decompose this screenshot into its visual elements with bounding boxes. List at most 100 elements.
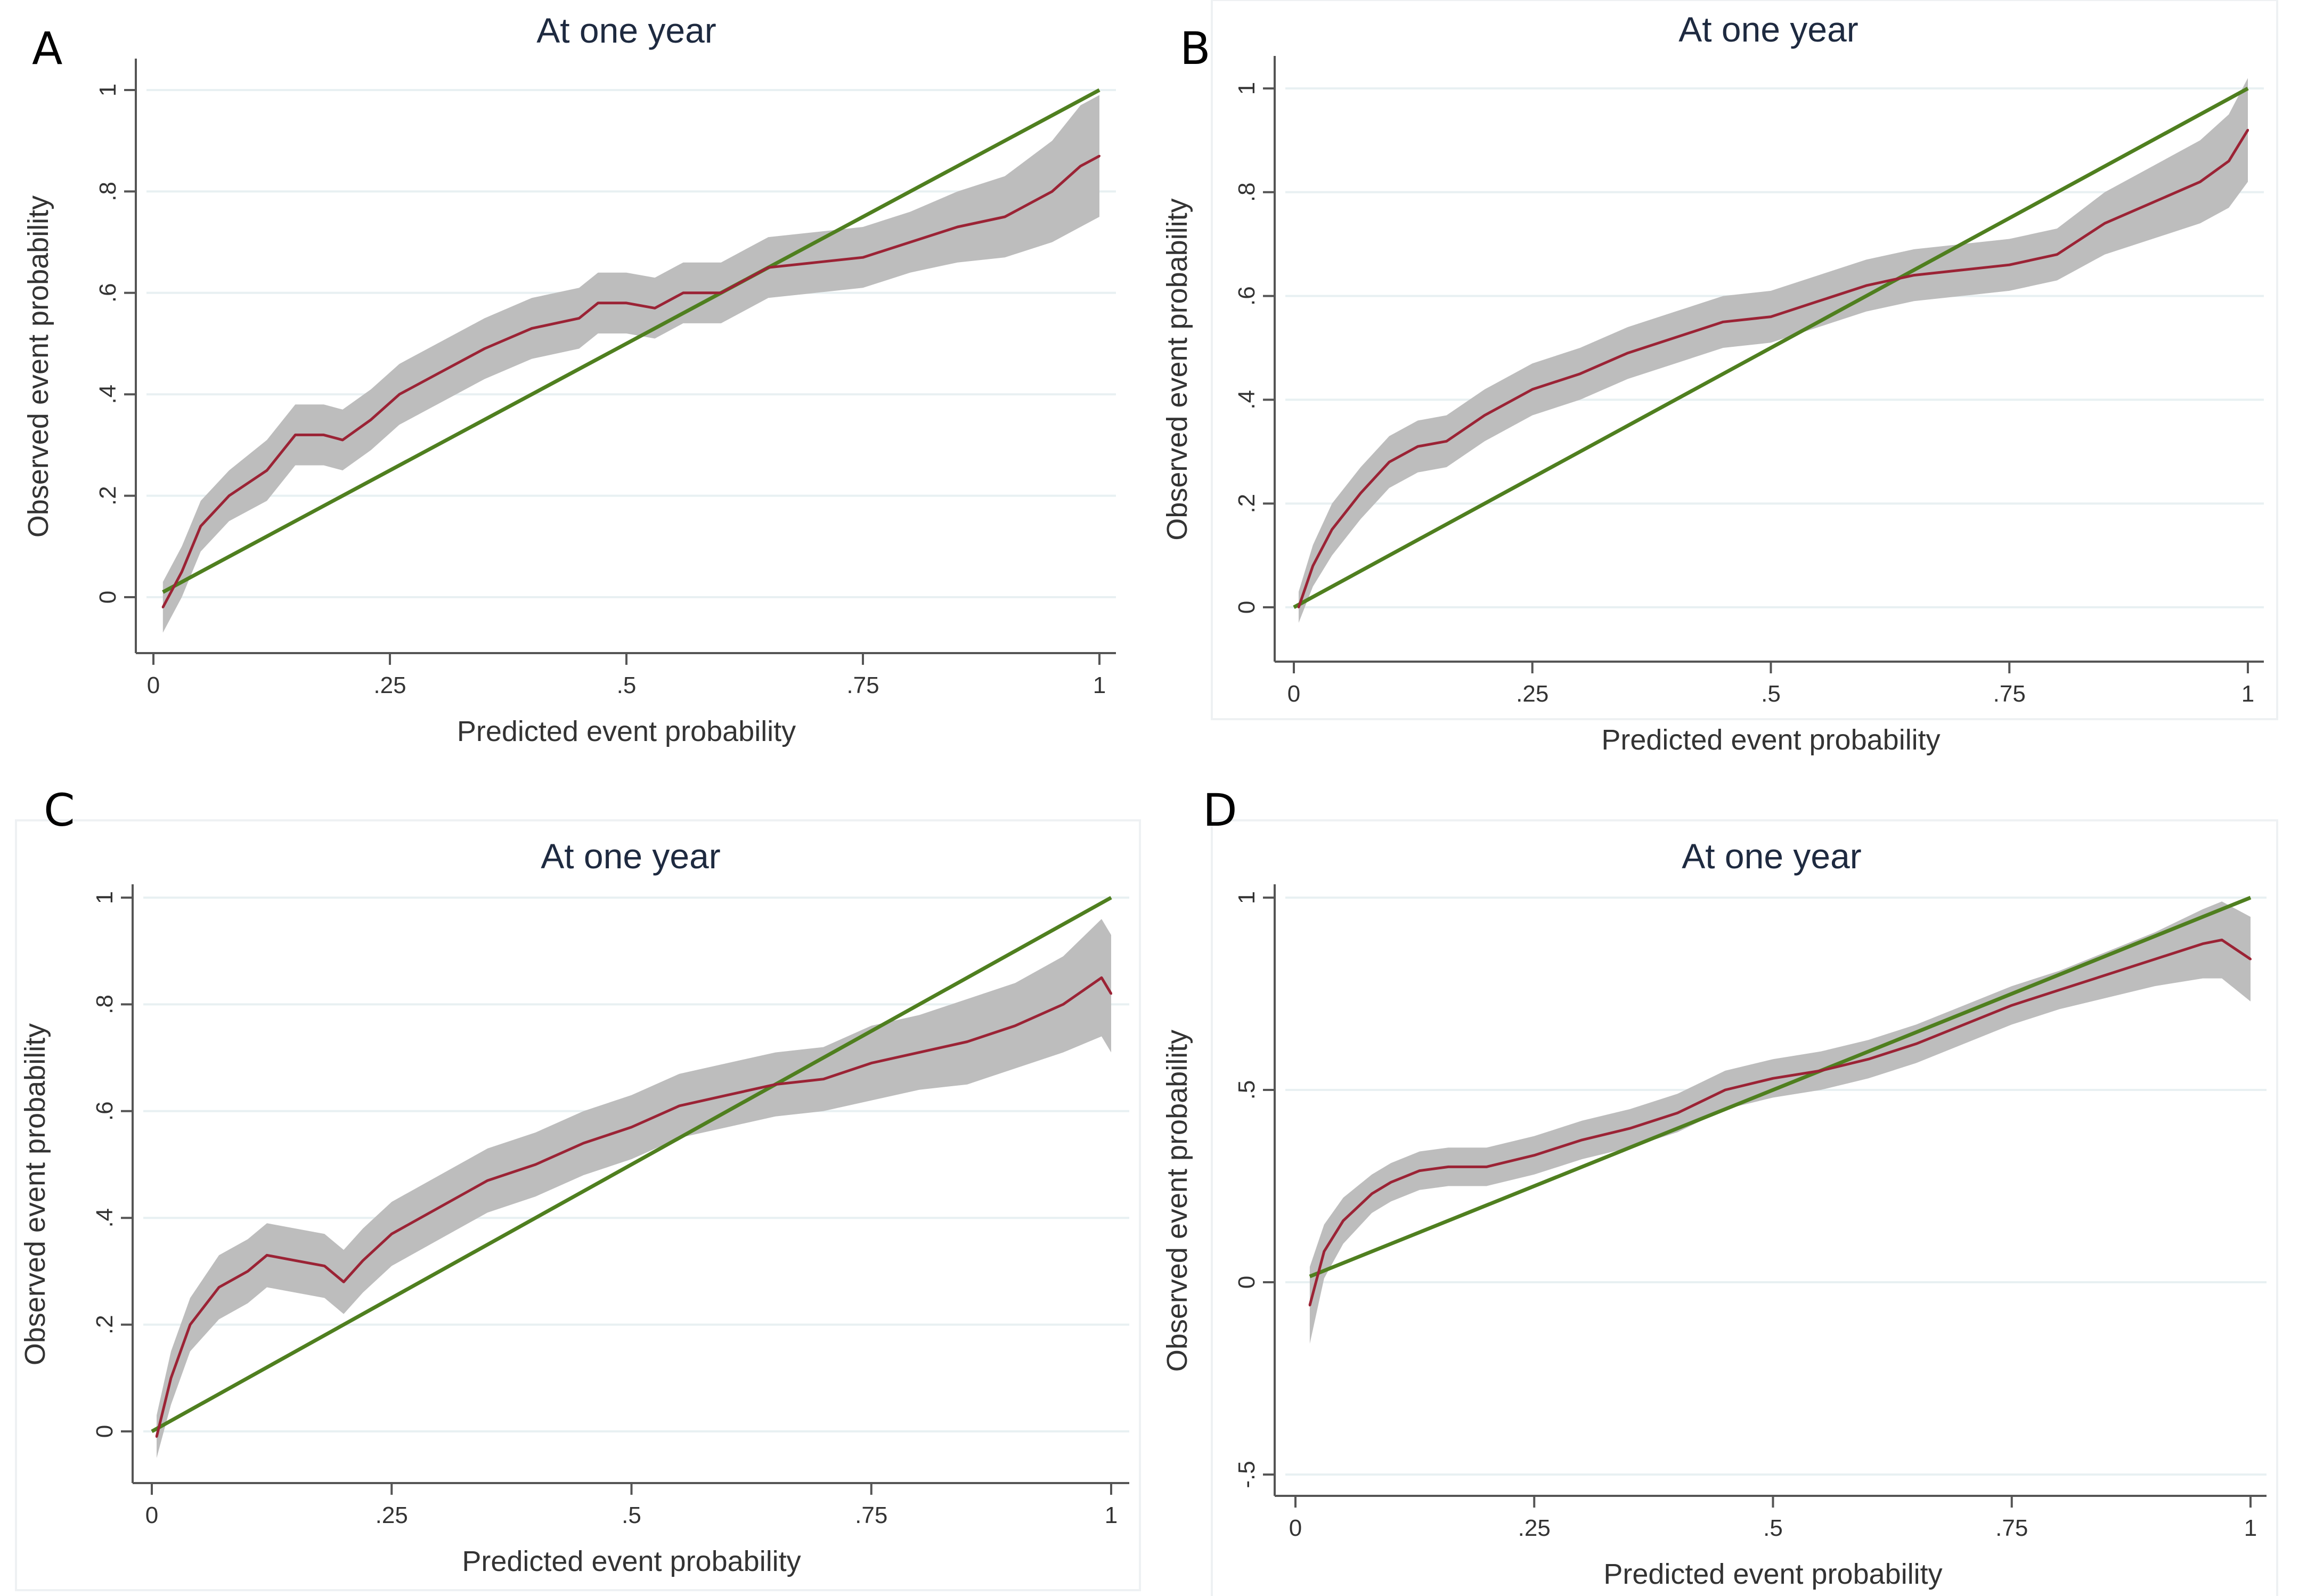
panel-a: A At one year 0 .2 .4 .6 .8 1 0 .25 .5 .75 1 Predicte…: [22, 11, 1116, 747]
data-point: [341, 438, 344, 441]
data-point: [814, 261, 817, 264]
reference-line: [1309, 895, 2252, 1279]
data-point: [2199, 181, 2202, 183]
data-point: [1371, 1192, 1373, 1195]
panel-border: [15, 819, 1141, 1591]
data-point: [398, 393, 401, 396]
data-point: [966, 1040, 968, 1043]
data-point: [774, 1083, 777, 1086]
data-point: [531, 327, 533, 330]
data-point: [2106, 973, 2109, 976]
x-tick-label: .25: [1516, 681, 1548, 707]
x-tick-label: .5: [1761, 681, 1781, 707]
x-tick-label: .75: [1995, 1515, 2028, 1541]
reference-line: [162, 88, 1100, 594]
data-point: [1004, 216, 1006, 218]
y-tick-label: 1: [92, 891, 118, 904]
data-point: [486, 1179, 489, 1182]
data-point: [726, 1094, 729, 1096]
data-point: [343, 1281, 345, 1283]
data-point: [1913, 274, 1915, 276]
x-tick-label: .75: [855, 1502, 887, 1528]
data-point: [1867, 1058, 1870, 1061]
data-point: [2202, 942, 2204, 945]
data-point: [2154, 958, 2156, 960]
panel-border: [1211, 819, 2278, 1596]
data-point: [909, 241, 911, 243]
data-point: [2249, 958, 2252, 960]
y-tick-label: -.5: [1234, 1461, 1260, 1488]
data-point: [1960, 268, 1963, 271]
y-tick-label: .4: [95, 385, 121, 404]
confidence-band: [1309, 901, 2251, 1344]
chart-title: At one year: [541, 836, 721, 876]
data-point: [294, 434, 297, 436]
data-point: [1772, 1077, 1774, 1080]
y-tick-label: 1: [95, 84, 121, 96]
y-tick-label: .8: [1234, 182, 1260, 202]
data-point: [1297, 606, 1300, 608]
data-point: [2056, 253, 2058, 256]
x-tick-label: 0: [1289, 1515, 1302, 1541]
panel-letter: A: [32, 22, 62, 75]
data-point: [1820, 1069, 1822, 1072]
y-axis-label: Observed event probability: [22, 196, 54, 538]
y-tick-label: 0: [1234, 1276, 1260, 1289]
x-axis-label: Predicted event probability: [462, 1545, 801, 1577]
observed-curve: [161, 154, 1100, 608]
data-point: [1098, 154, 1100, 157]
confidence-band: [1299, 78, 2248, 623]
panel-letter: B: [1180, 22, 1211, 75]
x-tick-label: .25: [1518, 1515, 1551, 1541]
y-tick-label: .8: [95, 182, 121, 201]
data-point: [1674, 336, 1677, 339]
data-point: [266, 469, 268, 471]
data-point: [1014, 1024, 1016, 1027]
data-point: [1628, 1127, 1631, 1130]
data-point: [247, 1270, 249, 1273]
data-point: [1100, 976, 1103, 979]
data-point: [1331, 528, 1333, 531]
y-tick-label: 0: [95, 591, 121, 604]
reference-line: [151, 895, 1112, 1434]
panel-d: D At one year -.5 0 .5 1 0 .25 .5 .75 1 Predicted e…: [1161, 784, 2278, 1596]
data-point: [1626, 352, 1629, 354]
data-point: [370, 418, 372, 421]
data-point: [199, 525, 202, 527]
data-point: [295, 1259, 297, 1262]
x-tick-label: 1: [1093, 672, 1106, 698]
data-point: [1416, 445, 1419, 448]
data-point: [266, 1254, 268, 1257]
data-point: [2104, 222, 2106, 225]
data-point: [1342, 1219, 1344, 1222]
panel-b: B At one year 0 .2 .4 .6 .8 1 0 .25 .5 .75 1 Predicte…: [1161, 0, 2278, 756]
data-point: [218, 1286, 221, 1289]
data-point: [682, 291, 684, 294]
data-point: [2058, 989, 2061, 991]
chart-title: At one year: [1678, 10, 1858, 49]
data-point: [2151, 201, 2154, 204]
y-tick-label: .2: [1234, 494, 1260, 514]
data-point: [161, 606, 164, 609]
y-axis-label: Observed event probability: [1161, 1030, 1193, 1372]
data-point: [1724, 1089, 1726, 1091]
y-axis-label: Observed event probability: [19, 1023, 51, 1365]
data-point: [1390, 1181, 1392, 1184]
data-point: [436, 373, 438, 376]
data-point: [483, 347, 486, 350]
data-point: [1445, 440, 1448, 443]
data-point: [156, 1436, 158, 1438]
data-point: [720, 291, 722, 294]
data-point: [1062, 1003, 1064, 1006]
chart-title: At one year: [536, 11, 716, 50]
y-tick-label: 1: [1234, 891, 1260, 904]
reference-line: [1293, 86, 2249, 609]
data-point: [1485, 1166, 1488, 1168]
y-tick-label: 1: [1234, 82, 1260, 95]
x-tick-label: 1: [2241, 681, 2254, 707]
data-point: [578, 317, 581, 320]
y-tick-label: .6: [95, 283, 121, 303]
data-point: [654, 307, 656, 310]
y-tick-label: .6: [1234, 286, 1260, 306]
